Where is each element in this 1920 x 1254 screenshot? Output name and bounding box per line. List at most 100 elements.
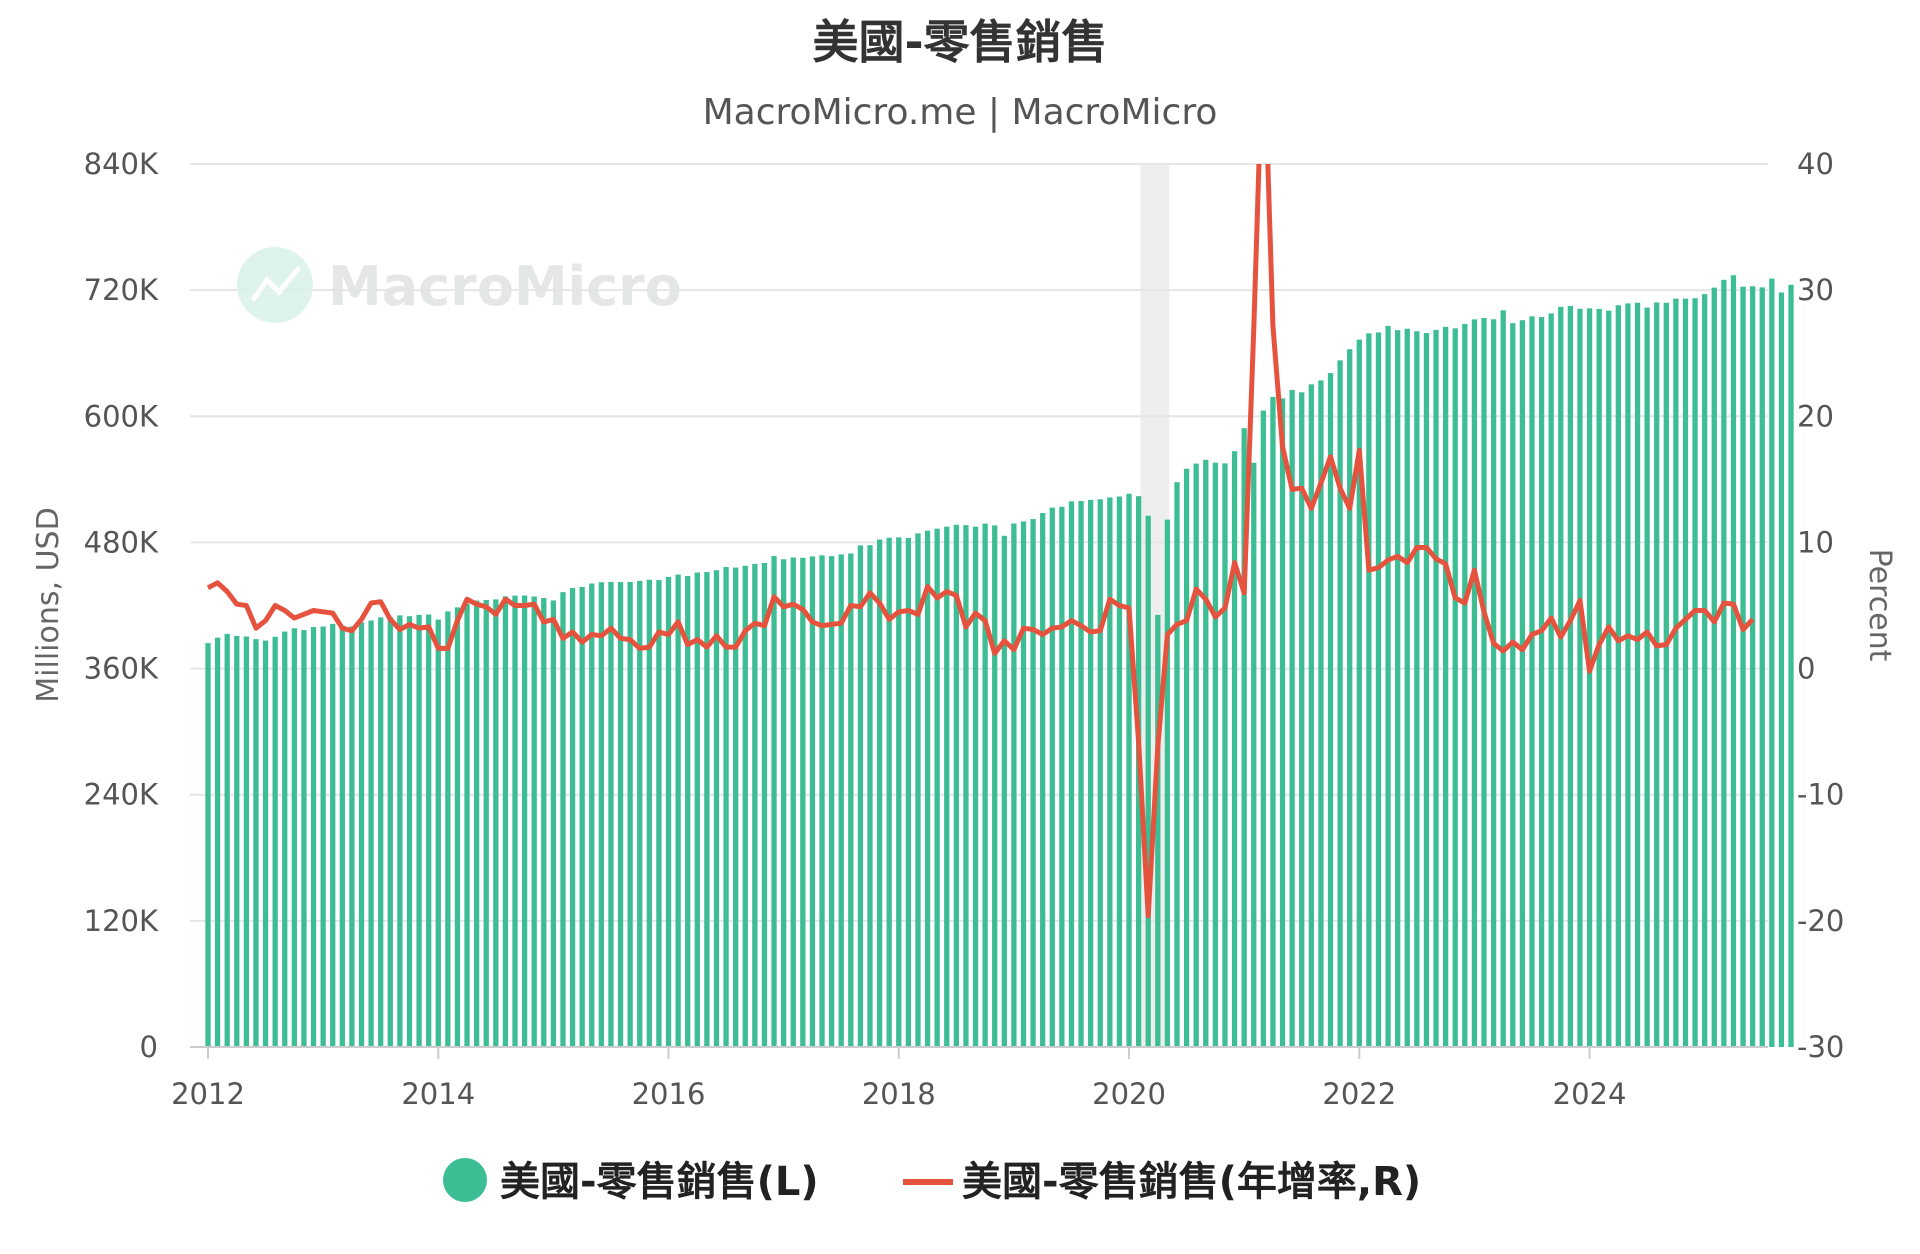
bar [992,525,998,1047]
bar [1750,286,1756,1048]
right-axis-title: Percent [1862,549,1897,662]
bar [569,587,576,1047]
bar [1308,384,1314,1047]
bar [1097,499,1103,1047]
bar [1740,286,1746,1047]
bar [1001,535,1007,1047]
bar [378,617,384,1047]
bar [214,637,221,1047]
tick-labels: 0 120K 240K 360K 480K 600K 720K 840K -30 -20 -10 0 1… [84,147,1845,1111]
bar [445,611,451,1047]
bar [1337,360,1343,1047]
bar [1721,279,1727,1047]
bar [819,555,825,1047]
bar [598,582,604,1047]
bar [1088,499,1094,1047]
bar [675,574,681,1047]
bar [1347,349,1353,1048]
bar [1222,463,1228,1048]
bar [397,615,403,1047]
right-tick-label: 0 [1797,652,1815,686]
bar [963,525,969,1047]
left-axis-title: Millions, USD [31,507,66,702]
bar [867,545,873,1047]
bar [1519,320,1526,1047]
bar [301,630,307,1047]
bar [1011,523,1017,1047]
bar [1606,310,1612,1047]
bar [944,526,950,1047]
bar [972,526,979,1047]
bar [224,633,230,1047]
chart-title: 美國-零售銷售 [812,15,1107,69]
bar [1193,463,1199,1047]
x-tick-label: 2012 [171,1077,245,1111]
bar [493,599,499,1047]
bar [1538,317,1545,1047]
bar [541,598,547,1047]
legend-item-bars[interactable]: 美國-零售銷售(L) [443,1158,819,1205]
bar [310,627,317,1047]
left-tick-label: 600K [84,399,159,433]
line-series [206,164,1755,919]
bar [1145,515,1151,1047]
bar [1596,308,1602,1047]
bar [473,600,480,1047]
bar [838,554,844,1047]
bar [1443,326,1449,1047]
right-tick-label: 40 [1797,147,1834,181]
legend: 美國-零售銷售(L) 美國-零售銷售(年增率,R) [443,1158,1421,1205]
bar [330,623,336,1047]
bar [1673,298,1679,1048]
bar [1529,316,1535,1047]
bar [1500,310,1506,1048]
bar [1586,308,1593,1047]
bar [464,603,470,1047]
bar [1260,410,1266,1048]
bar [560,592,566,1047]
x-tick-label: 2014 [401,1077,475,1111]
bar [531,596,537,1047]
bar [1692,298,1698,1047]
left-tick-label: 840K [84,147,159,181]
bar [1644,307,1650,1047]
bar [656,580,662,1047]
bar [272,636,278,1047]
bar [339,625,345,1047]
bar [1433,329,1439,1047]
bar [665,576,672,1047]
bar [1625,303,1631,1048]
bar [1231,451,1238,1047]
bar [349,626,355,1047]
bar [713,570,720,1047]
bar [1241,428,1247,1047]
bar [1068,501,1075,1047]
bar [1663,302,1669,1047]
x-tick-label: 2018 [862,1077,936,1111]
bar [790,557,796,1047]
bar [733,567,739,1047]
left-tick-label: 480K [84,525,159,559]
bar [771,556,777,1047]
right-tick-label: 20 [1797,399,1834,433]
bar [723,567,729,1047]
x-tick-label: 2020 [1092,1077,1166,1111]
chart-subtitle: MacroMicro.me | MacroMicro [703,92,1218,133]
bar-series [205,275,1794,1048]
bar [1251,462,1257,1048]
bar [426,614,432,1047]
right-tick-label: 30 [1797,273,1834,307]
bar [1414,331,1420,1048]
bar [416,614,422,1047]
bar [1759,287,1765,1047]
bar [521,595,528,1047]
bar [1510,323,1516,1047]
legend-label-bars: 美國-零售銷售(L) [500,1159,819,1205]
bar [1059,506,1065,1047]
bar [550,600,557,1047]
bar [1366,333,1372,1047]
legend-item-line[interactable]: 美國-零售銷售(年增率,R) [903,1159,1421,1205]
bar [742,565,748,1047]
